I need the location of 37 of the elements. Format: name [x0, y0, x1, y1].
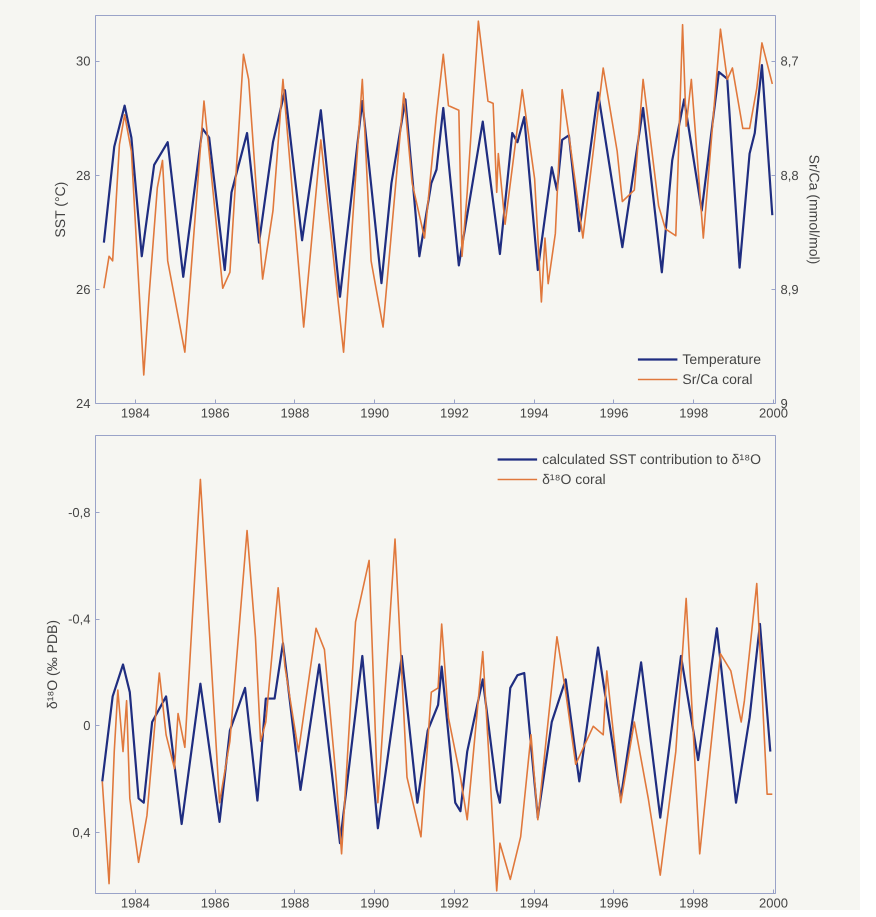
y-tick-label: 24 [76, 396, 91, 411]
legend-label: Sr/Ca coral [682, 371, 752, 387]
legend-label: calculated SST contribution to δ¹⁸O [542, 451, 761, 467]
x-tick-label: 1986 [200, 896, 230, 910]
x-tick-label: 1984 [120, 896, 150, 910]
y2-tick-label: 8,7 [780, 54, 799, 69]
y-axis-title: δ¹⁸O (‰ PDB) [44, 620, 60, 710]
y-axis-title: SST (°C) [52, 182, 68, 238]
x-tick-label: 1986 [200, 406, 230, 420]
x-tick-label: 1988 [280, 896, 310, 910]
x-tick-label: 1998 [679, 406, 708, 420]
x-tick-label: 1990 [360, 406, 390, 420]
legend-label: δ¹⁸O coral [542, 471, 606, 487]
x-tick-label: 1990 [360, 896, 390, 910]
y-tick-label: 0,4 [72, 824, 91, 840]
x-tick-label: 1994 [520, 406, 549, 420]
y-tick-label: -0,4 [68, 612, 91, 627]
y-tick-label: 28 [76, 168, 91, 183]
x-tick-label: 1992 [440, 406, 469, 420]
x-tick-label: 1996 [600, 406, 628, 420]
line-series [102, 64, 774, 298]
x-tick-label: 1992 [440, 896, 469, 910]
x-tick-label: 2000 [759, 896, 788, 910]
y2-tick-label: 8,9 [780, 282, 799, 297]
legend-label: Temperature [682, 351, 761, 367]
x-tick-label: 1998 [679, 896, 708, 910]
y-tick-label: 30 [76, 54, 91, 69]
y-tick-label: 26 [76, 282, 91, 297]
x-tick-label: 1984 [120, 406, 150, 420]
y-tick-label: 0 [83, 718, 91, 734]
x-tick-label: 1994 [520, 896, 549, 910]
line-series [101, 622, 772, 844]
y2-axis-title: Sr/Ca (mmol/mol) [806, 154, 823, 264]
x-tick-label: 1988 [280, 406, 310, 420]
y2-tick-label: 8,8 [780, 168, 799, 183]
y-tick-label: -0,8 [68, 505, 91, 520]
x-tick-label: 1996 [600, 896, 628, 910]
